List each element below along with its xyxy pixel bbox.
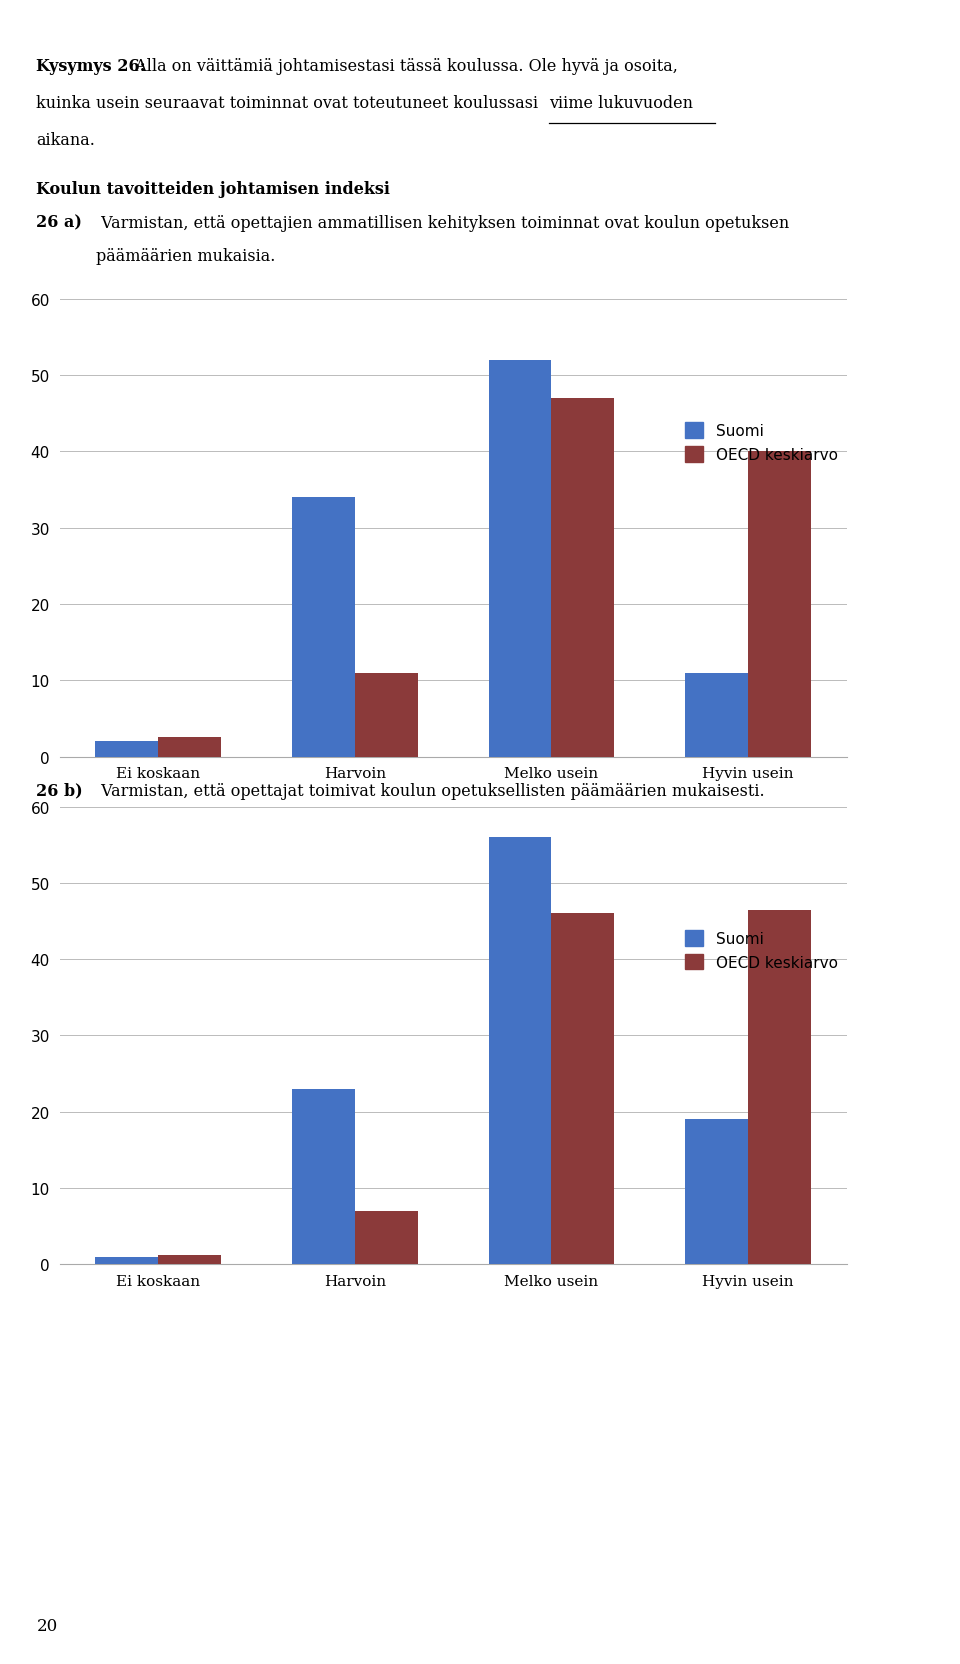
Bar: [95, 742, 158, 757]
Bar: [355, 1211, 418, 1265]
Bar: [748, 453, 811, 757]
Text: Kysymys 26:: Kysymys 26:: [36, 58, 146, 75]
Bar: [158, 739, 221, 757]
Text: Varmistan, että opettajat toimivat koulun opetuksellisten päämäärien mukaisesti.: Varmistan, että opettajat toimivat koulu…: [96, 782, 764, 799]
Bar: [489, 837, 551, 1265]
Bar: [95, 1256, 158, 1265]
Text: aikana.: aikana.: [36, 131, 95, 148]
Text: 26 a): 26 a): [36, 215, 83, 231]
Text: 26 b): 26 b): [36, 782, 84, 799]
Bar: [292, 498, 355, 757]
Bar: [748, 910, 811, 1265]
Text: päämäärien mukaisia.: päämäärien mukaisia.: [96, 248, 276, 265]
Text: Varmistan, että opettajien ammatillisen kehityksen toiminnat ovat koulun opetuks: Varmistan, että opettajien ammatillisen …: [96, 215, 789, 231]
Bar: [489, 361, 551, 757]
Text: kuinka usein seuraavat toiminnat ovat toteutuneet koulussasi: kuinka usein seuraavat toiminnat ovat to…: [36, 95, 543, 111]
Bar: [685, 674, 748, 757]
Bar: [158, 1255, 221, 1265]
Bar: [355, 674, 418, 757]
Text: viime lukuvuoden: viime lukuvuoden: [549, 95, 693, 111]
Bar: [685, 1120, 748, 1265]
Bar: [292, 1090, 355, 1265]
Legend: Suomi, OECD keskiarvo: Suomi, OECD keskiarvo: [679, 925, 844, 977]
Legend: Suomi, OECD keskiarvo: Suomi, OECD keskiarvo: [679, 418, 844, 469]
Text: 20: 20: [36, 1617, 58, 1634]
Bar: [551, 399, 614, 757]
Bar: [551, 914, 614, 1265]
Text: Koulun tavoitteiden johtamisen indeksi: Koulun tavoitteiden johtamisen indeksi: [36, 181, 391, 198]
Text: Alla on väittämiä johtamisestasi tässä koulussa. Ole hyvä ja osoita,: Alla on väittämiä johtamisestasi tässä k…: [130, 58, 678, 75]
